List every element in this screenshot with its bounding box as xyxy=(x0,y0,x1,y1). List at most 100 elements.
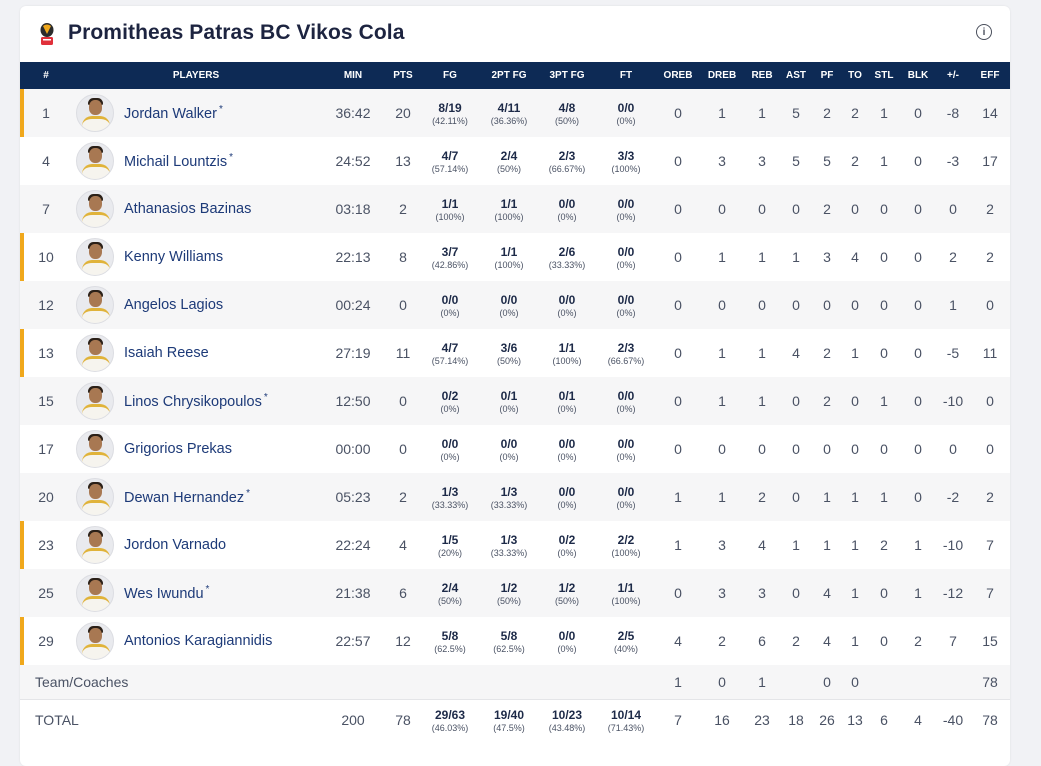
column-header[interactable]: +/- xyxy=(947,70,959,81)
fg2-cell: 0/1 (0%) xyxy=(480,377,538,425)
player-name-link[interactable]: Linos Chrysikopoulos * xyxy=(124,392,268,410)
player-name[interactable]: Jordan Walker xyxy=(124,105,217,122)
column-header[interactable]: PTS xyxy=(393,70,413,81)
column-header[interactable]: AST xyxy=(786,70,806,81)
ast-cell: 1 xyxy=(792,537,800,553)
reb-cell: 0 xyxy=(758,201,766,217)
ast-cell xyxy=(780,665,812,699)
to-cell: 1 xyxy=(851,585,859,601)
column-header[interactable]: REB xyxy=(751,70,773,81)
player-name-link[interactable]: Grigorios Prekas xyxy=(124,441,232,457)
column-header[interactable]: FG xyxy=(443,70,457,81)
player-number: 25 xyxy=(38,585,54,601)
player-name-link[interactable]: Athanasios Bazinas xyxy=(124,201,251,217)
fg3-percentage: (0%) xyxy=(557,499,577,510)
ast-cell: 18 xyxy=(788,712,804,729)
fg2-cell: 1/3 (33.33%) xyxy=(480,521,538,569)
info-icon[interactable]: i xyxy=(976,24,992,40)
blk-cell: 0 xyxy=(914,489,922,505)
ft-cell: 0/0 (0%) xyxy=(596,185,656,233)
fg2-percentage: (33.33%) xyxy=(490,547,528,558)
oreb-cell: 1 xyxy=(674,673,682,690)
player-name[interactable]: Isaiah Reese xyxy=(124,345,209,361)
points-cell: 0 xyxy=(399,393,407,409)
eff-cell: 0 xyxy=(986,393,994,409)
star-marker: * xyxy=(205,584,210,596)
column-header[interactable]: MIN xyxy=(343,70,363,81)
player-avatar[interactable] xyxy=(76,574,114,612)
fg2-percentage: (50%) xyxy=(496,595,521,606)
player-name[interactable]: Kenny Williams xyxy=(124,249,224,265)
fg3-made-attempted: 0/1 xyxy=(558,388,576,403)
column-header[interactable]: PF xyxy=(820,70,834,81)
player-name[interactable]: Wes Iwundu xyxy=(124,585,204,602)
table-body: 1 Jordan Walker * 36:42 20 8/19 (42.11%) 4/11 (3… xyxy=(20,89,1010,741)
player-name[interactable]: Michail Lountzis xyxy=(124,153,228,170)
player-avatar[interactable] xyxy=(76,94,114,132)
table-row: 15 Linos Chrysikopoulos * 12:50 0 0/2 (0%) 0/1(… xyxy=(20,377,1010,425)
fg-cell: 2/4 (50%) xyxy=(420,569,480,617)
player-avatar[interactable] xyxy=(76,478,114,516)
player-name[interactable]: Angelos Lagios xyxy=(124,297,224,313)
player-number-cell: 10 xyxy=(20,233,72,281)
player-avatar[interactable] xyxy=(76,334,114,372)
oreb-cell: 0 xyxy=(674,201,682,217)
player-avatar[interactable] xyxy=(76,286,114,324)
fg3-percentage: (50%) xyxy=(554,595,579,606)
player-number-cell: 15 xyxy=(20,377,72,425)
to-cell: 0 xyxy=(851,673,859,690)
column-header[interactable]: STL xyxy=(874,70,894,81)
pf-cell: 0 xyxy=(823,441,831,457)
player-avatar[interactable] xyxy=(76,382,114,420)
player-number-cell: 17 xyxy=(20,425,72,473)
points-cell: 11 xyxy=(395,345,411,361)
column-header[interactable]: DREB xyxy=(707,70,737,81)
eff-cell: 0 xyxy=(986,297,994,313)
player-name-link[interactable]: Angelos Lagios xyxy=(124,297,223,313)
player-name[interactable]: Athanasios Bazinas xyxy=(124,201,252,217)
player-avatar[interactable] xyxy=(76,238,114,276)
column-header[interactable]: # xyxy=(43,70,49,81)
column-header[interactable]: OREB xyxy=(663,70,693,81)
dreb-cell: 3 xyxy=(718,153,726,169)
player-name-link[interactable]: Jordon Varnado xyxy=(124,537,226,553)
fg-percentage: (46.03%) xyxy=(431,722,469,733)
fg2-percentage: (47.5%) xyxy=(493,722,525,733)
player-name-link[interactable]: Michail Lountzis * xyxy=(124,152,233,170)
fg2-made-attempted: 5/8 xyxy=(500,628,518,643)
player-name-link[interactable]: Dewan Hernandez * xyxy=(124,488,250,506)
stl-cell: 0 xyxy=(880,633,888,649)
eff-cell: 2 xyxy=(986,489,994,505)
player-name[interactable]: Jordon Varnado xyxy=(124,537,227,553)
player-name[interactable]: Grigorios Prekas xyxy=(124,441,232,457)
player-avatar[interactable] xyxy=(76,190,114,228)
column-header[interactable]: BLK xyxy=(907,70,929,81)
player-avatar[interactable] xyxy=(76,430,114,468)
column-header[interactable]: FT xyxy=(619,70,633,81)
fg3-made-attempted: 1/1 xyxy=(558,340,576,355)
fg2-percentage: (100%) xyxy=(494,259,524,270)
player-name-link[interactable]: Antonios Karagiannidis xyxy=(124,633,272,649)
column-header[interactable]: 3PT FG xyxy=(549,70,585,81)
points-cell: 0 xyxy=(399,441,407,457)
player-name-link[interactable]: Wes Iwundu * xyxy=(124,584,209,602)
player-name[interactable]: Linos Chrysikopoulos xyxy=(124,393,262,410)
player-avatar[interactable] xyxy=(76,526,114,564)
fg2-cell: 0/0 (0%) xyxy=(480,425,538,473)
column-header[interactable]: PLAYERS xyxy=(172,70,220,81)
player-name-link[interactable]: Isaiah Reese xyxy=(124,345,209,361)
column-header[interactable]: EFF xyxy=(980,70,1000,81)
player-name-link[interactable]: Kenny Williams xyxy=(124,249,223,265)
pf-cell: 5 xyxy=(823,153,831,169)
player-name[interactable]: Dewan Hernandez xyxy=(124,489,245,506)
ft-made-attempted: 0/0 xyxy=(617,244,635,259)
column-header[interactable]: TO xyxy=(848,70,862,81)
player-cell: Athanasios Bazinas xyxy=(72,185,320,233)
player-name[interactable]: Antonios Karagiannidis xyxy=(124,633,273,649)
column-header[interactable]: 2PT FG xyxy=(491,70,527,81)
player-name-link[interactable]: Jordan Walker * xyxy=(124,104,223,122)
minutes-cell: 22:57 xyxy=(335,633,371,649)
player-avatar[interactable] xyxy=(76,622,114,660)
player-avatar[interactable] xyxy=(76,142,114,180)
oreb-cell: 0 xyxy=(674,393,682,409)
